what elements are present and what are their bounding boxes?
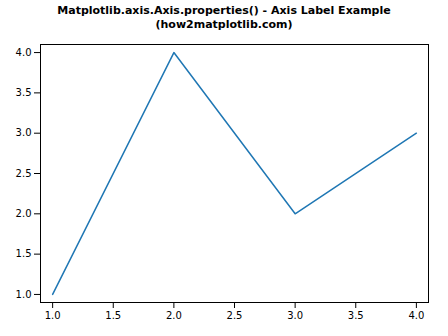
svg-text:1.5: 1.5 — [105, 309, 121, 320]
svg-text:3.5: 3.5 — [348, 309, 364, 320]
svg-text:1.0: 1.0 — [16, 288, 32, 299]
svg-text:2.0: 2.0 — [16, 208, 32, 219]
svg-text:3.5: 3.5 — [16, 87, 32, 98]
svg-text:2.0: 2.0 — [166, 309, 182, 320]
svg-text:4.0: 4.0 — [408, 309, 424, 320]
svg-text:4.0: 4.0 — [16, 46, 32, 57]
svg-text:1.5: 1.5 — [16, 248, 32, 259]
svg-text:2.5: 2.5 — [227, 309, 243, 320]
html-text:Matplotlib.axis.Axis.propertie: Matplotlib.axis.Axis.properties() - Axis… — [57, 4, 391, 31]
svg-text:2.5: 2.5 — [16, 167, 32, 178]
svg-text:3.0: 3.0 — [16, 127, 32, 138]
svg-text:3.0: 3.0 — [287, 309, 303, 320]
svg-text:1.0: 1.0 — [45, 309, 61, 320]
